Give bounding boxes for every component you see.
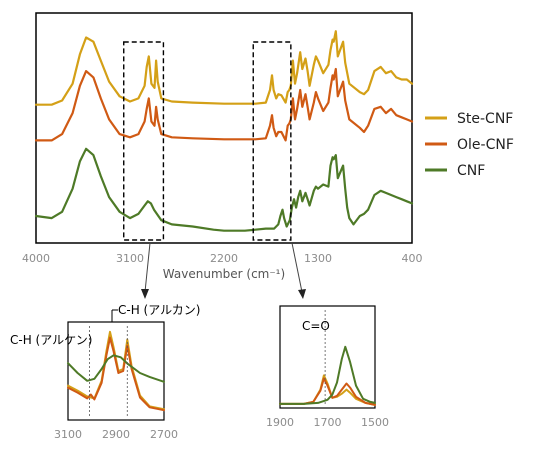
highlight-box-c-o-region xyxy=(252,41,292,241)
main-series-ste-cnf xyxy=(34,30,414,106)
alkane-annotation: C-H (アルカン) xyxy=(118,303,200,317)
legend-label-ole-cnf: Ole-CNF xyxy=(457,137,514,153)
main-x-tick-label: 400 xyxy=(402,252,423,265)
legend-label-ste-cnf: Ste-CNF xyxy=(457,111,513,127)
co-zoom-arrowhead xyxy=(298,289,306,299)
inset-co-tick-label: 1900 xyxy=(266,416,294,429)
main-x-tick-label: 1300 xyxy=(304,252,332,265)
ch-zoom-arrowhead xyxy=(141,289,149,299)
legend: Ste-CNF Ole-CNF CNF xyxy=(425,111,514,179)
inset-ch-series-ole-cnf xyxy=(67,336,165,412)
inset-co-tick-label: 1700 xyxy=(314,416,342,429)
inset-co-series-cnf xyxy=(279,345,376,405)
inset-ch-tick-label: 2700 xyxy=(150,428,178,441)
ch-zoom-arrow xyxy=(144,242,151,293)
alkene-annotation: C-H (アルケン) xyxy=(10,333,92,347)
x-axis-label: Wavenumber (cm⁻¹) xyxy=(163,267,285,281)
main-plot-frame xyxy=(35,12,413,244)
inset-co-series-ole-cnf xyxy=(279,377,376,406)
main-x-tick-label: 3100 xyxy=(116,252,144,265)
inset-ch-tick-label: 2900 xyxy=(102,428,130,441)
inset-ch-series-cnf xyxy=(67,354,165,383)
highlight-box-c-h-region xyxy=(123,41,165,241)
main-series-ole-cnf xyxy=(34,67,414,142)
zoom-arrows xyxy=(141,242,306,299)
main-spectrum-plot: 4000 3100 2200 1300 400 Wavenumber (cm⁻¹) xyxy=(22,12,423,281)
main-x-tick-label: 4000 xyxy=(22,252,50,265)
carbonyl-annotation: C=O xyxy=(302,319,330,333)
legend-label-cnf: CNF xyxy=(457,163,485,179)
co-zoom-arrow xyxy=(291,242,303,293)
inset-co-region: 1900 1700 1500 C=O xyxy=(266,305,389,429)
inset-co-tick-label: 1500 xyxy=(361,416,389,429)
inset-ch-region: 3100 2900 2700 C-H (アルケン) C-H (アルカン) xyxy=(10,303,200,441)
main-x-tick-label: 2200 xyxy=(210,252,238,265)
inset-ch-tick-label: 3100 xyxy=(54,428,82,441)
main-series-cnf xyxy=(34,147,414,232)
